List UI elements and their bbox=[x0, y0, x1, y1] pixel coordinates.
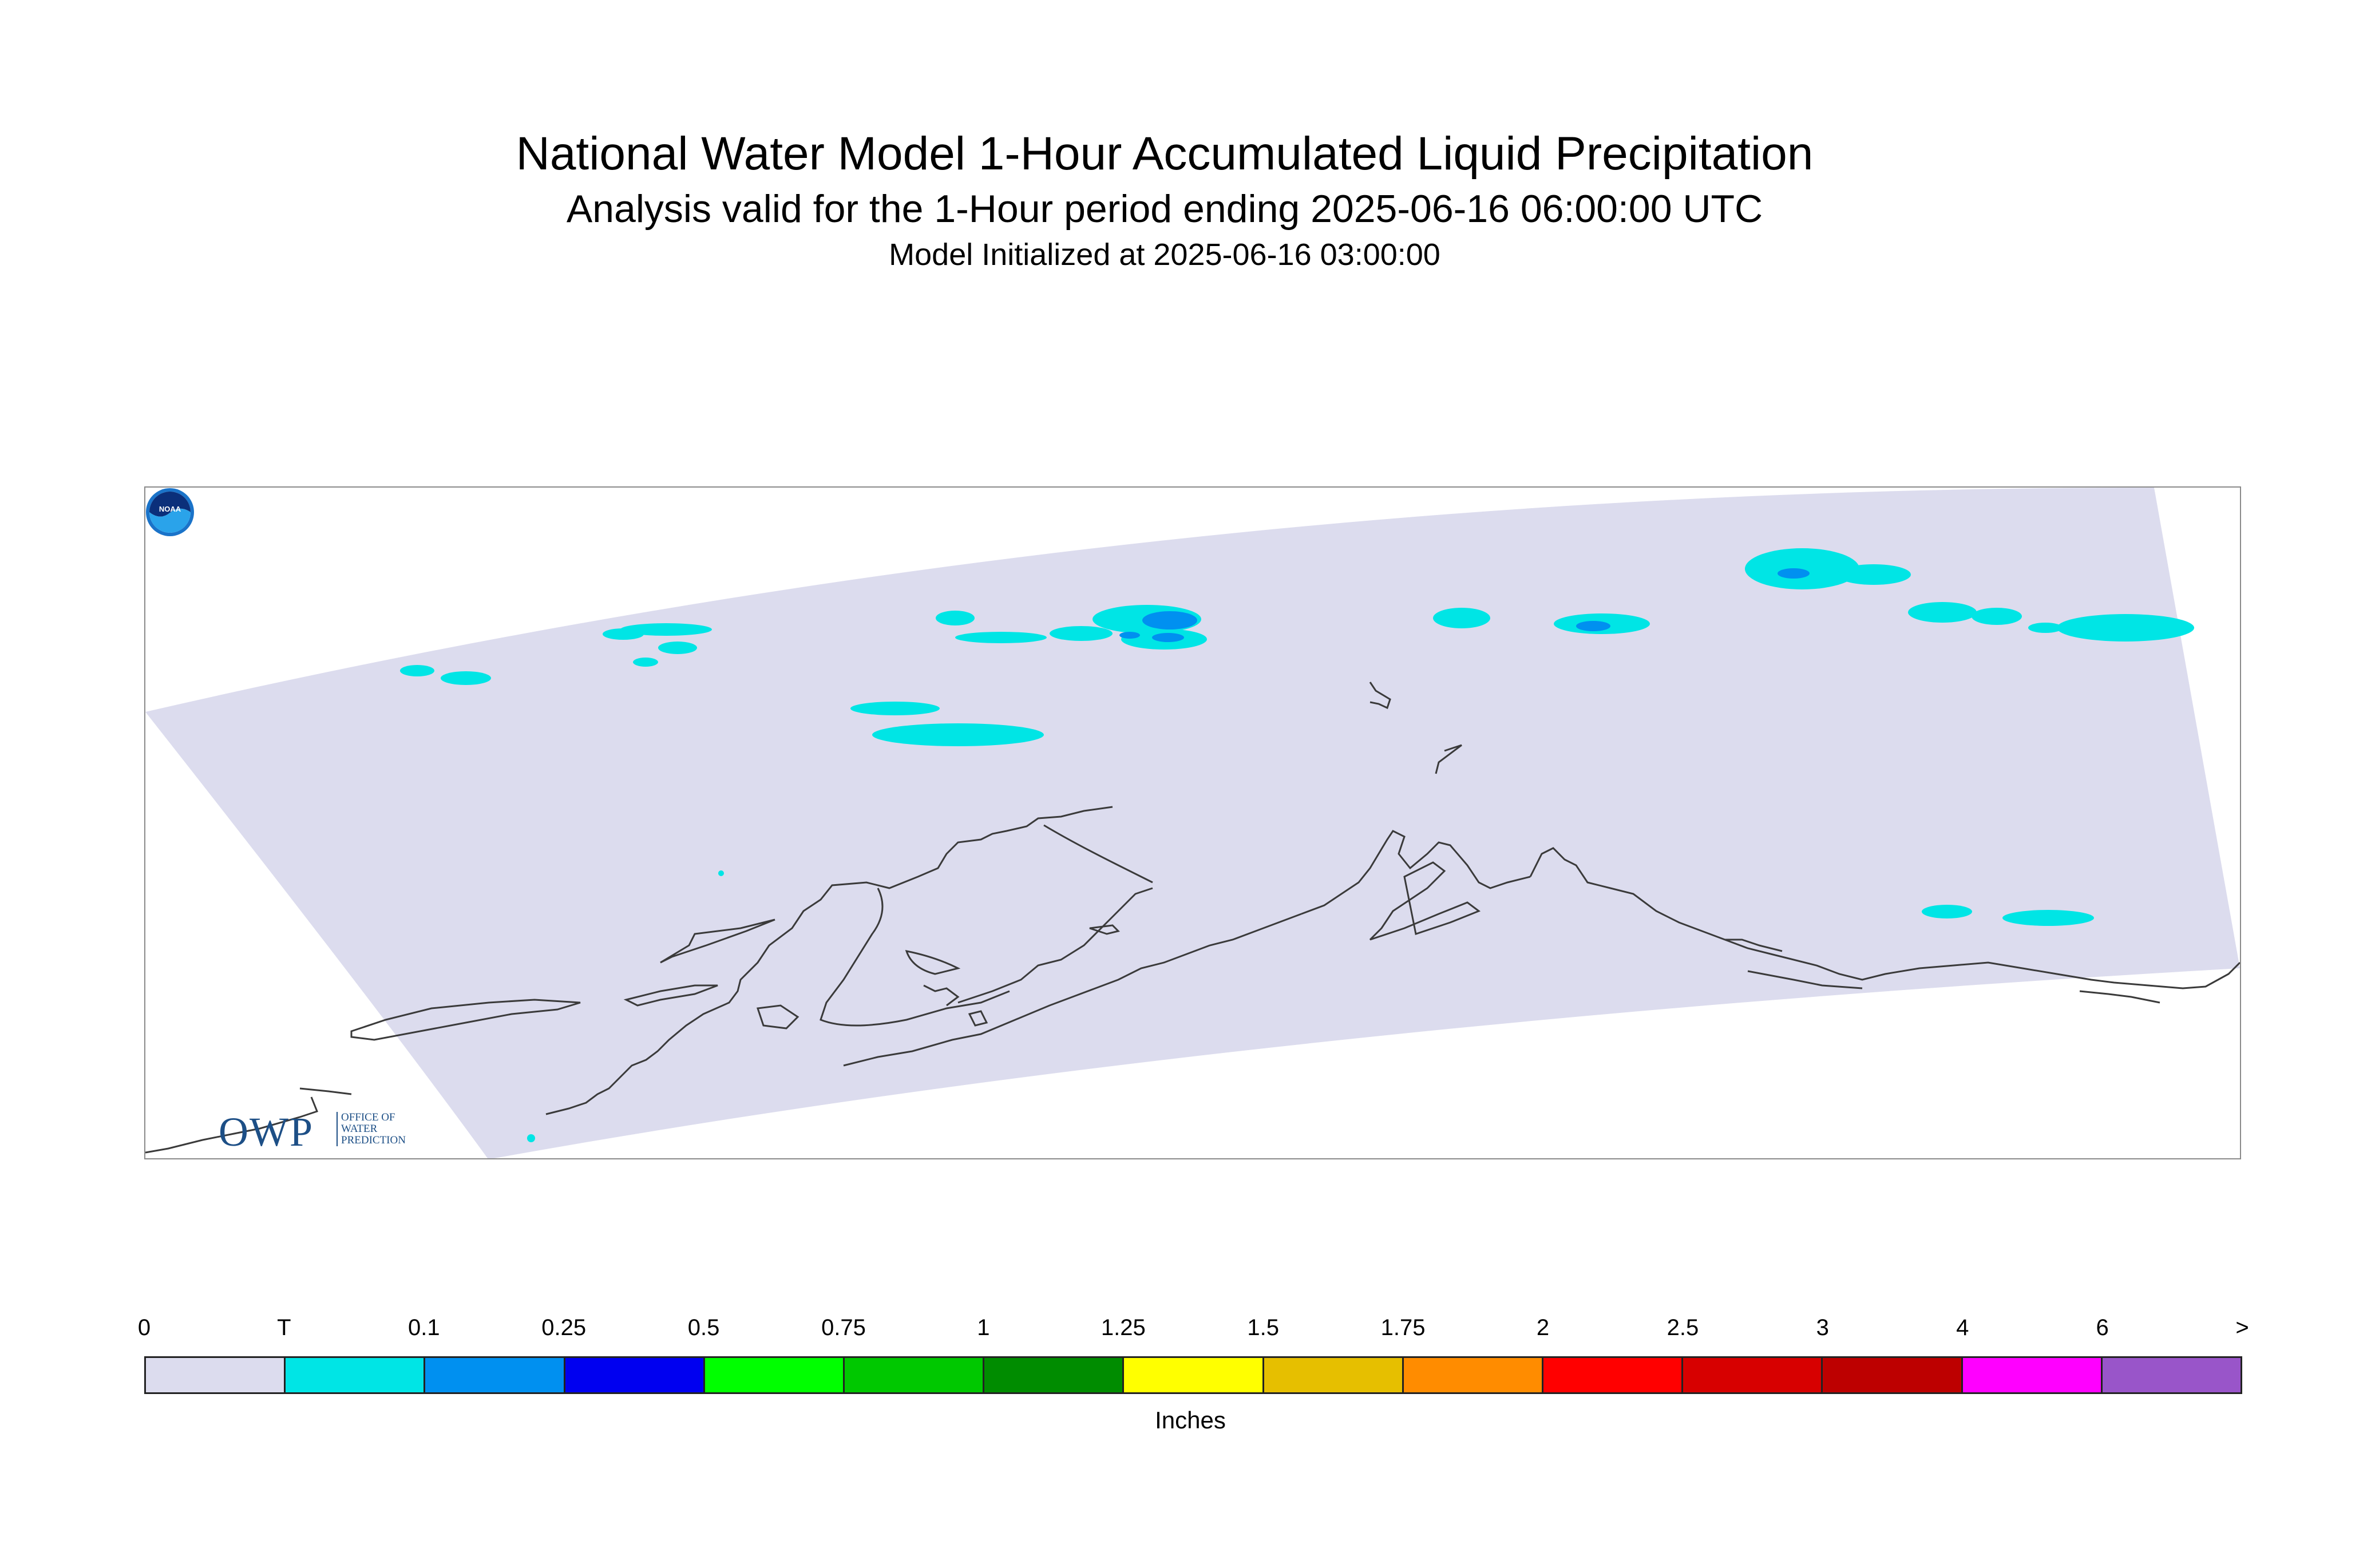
colorbar-swatch bbox=[565, 1358, 705, 1392]
colorbar-tick-label: 6 bbox=[2096, 1315, 2109, 1340]
colorbar-tick-label: 1.25 bbox=[1101, 1315, 1146, 1340]
colorbar-tick-label: 3 bbox=[1816, 1315, 1829, 1340]
model-init-line: Model Initialized at 2025-06-16 03:00:00 bbox=[889, 237, 1440, 272]
colorbar-swatch bbox=[1124, 1358, 1264, 1392]
colorbar-swatch bbox=[1962, 1358, 2103, 1392]
colorbar-tick-label: 1 bbox=[977, 1315, 990, 1340]
noaa-logo: NOAA bbox=[146, 488, 194, 536]
map-subtitle: Analysis valid for the 1-Hour period end… bbox=[566, 187, 1763, 231]
noaa-logo-text: NOAA bbox=[159, 505, 181, 513]
colorbar-swatch bbox=[2102, 1358, 2241, 1392]
owp-logo-mark: OWP bbox=[219, 1109, 314, 1155]
colorbar-swatch bbox=[425, 1358, 565, 1392]
colorbar-tick-label: 0.5 bbox=[687, 1315, 720, 1340]
colorbar-swatch bbox=[146, 1358, 286, 1392]
colorbar-tick-label: 0.1 bbox=[407, 1315, 440, 1340]
colorbar-tick-label: 0 bbox=[137, 1315, 151, 1340]
colorbar-tick-label: > bbox=[2235, 1315, 2249, 1340]
map-title: National Water Model 1-Hour Accumulated … bbox=[516, 128, 1814, 180]
colorbar-swatch bbox=[704, 1358, 845, 1392]
colorbar-swatch bbox=[984, 1358, 1125, 1392]
precip-colorbar bbox=[144, 1356, 2242, 1394]
colorbar-swatch bbox=[1683, 1358, 1823, 1392]
colorbar-tick-label: 1.75 bbox=[1380, 1315, 1426, 1340]
colorbar-tick-label: 1.5 bbox=[1247, 1315, 1279, 1340]
colorbar-swatch bbox=[286, 1358, 426, 1392]
colorbar-tick-label: 4 bbox=[1956, 1315, 1969, 1340]
coastlines bbox=[145, 682, 2240, 1154]
colorbar-swatch bbox=[845, 1358, 985, 1392]
owp-logo: OWP OFFICE OF WATER PREDICTION bbox=[219, 1108, 425, 1155]
colorbar-swatch bbox=[1403, 1358, 1544, 1392]
colorbar-tick-label: T bbox=[277, 1315, 291, 1340]
colorbar-units-label: Inches bbox=[1155, 1407, 1226, 1434]
colorbar-swatch bbox=[1264, 1358, 1404, 1392]
colorbar-swatch bbox=[1543, 1358, 1684, 1392]
colorbar-tick-label: 0.75 bbox=[821, 1315, 866, 1340]
precipitation-map: OWP OFFICE OF WATER PREDICTION NOAA bbox=[144, 486, 2241, 1159]
owp-logo-text: OFFICE OF WATER PREDICTION bbox=[337, 1112, 406, 1146]
model-domain bbox=[145, 488, 2240, 1158]
colorbar-tick-label: 2 bbox=[1536, 1315, 1550, 1340]
colorbar-tick-label: 0.25 bbox=[541, 1315, 587, 1340]
colorbar-tick-label: 2.5 bbox=[1667, 1315, 1699, 1340]
precip-light bbox=[1119, 568, 1810, 642]
colorbar-swatch bbox=[1823, 1358, 1963, 1392]
